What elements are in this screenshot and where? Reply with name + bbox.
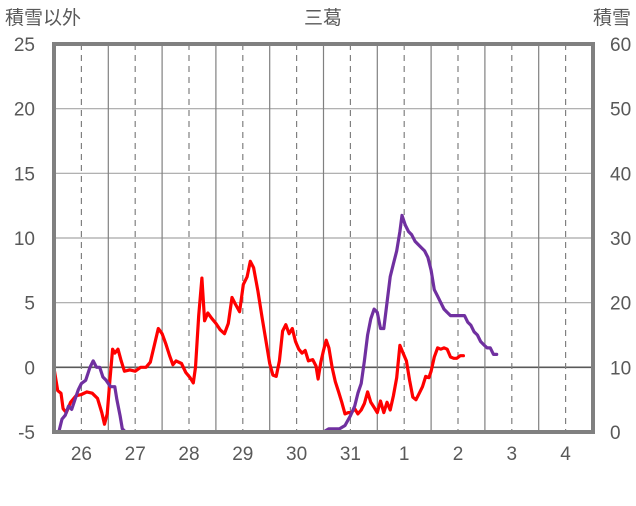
left-tick-label: 15 bbox=[14, 164, 35, 185]
x-tick-label: 27 bbox=[125, 444, 146, 465]
right-tick-label: 10 bbox=[610, 358, 631, 379]
x-tick-label: 30 bbox=[286, 444, 307, 465]
x-tick-label: 1 bbox=[399, 444, 410, 465]
right-axis-label: 積雪 bbox=[593, 7, 631, 29]
right-axis-ticks: 60 50 40 30 20 10 0 bbox=[610, 35, 631, 444]
x-tick-label: 2 bbox=[453, 444, 464, 465]
right-tick-label: 60 bbox=[610, 35, 631, 56]
right-tick-label: 0 bbox=[610, 423, 621, 444]
series-group bbox=[52, 213, 499, 434]
chart-title: 三葛 bbox=[304, 7, 342, 29]
left-axis-ticks: 25 20 15 10 5 0 -5 bbox=[14, 35, 35, 444]
right-tick-label: 40 bbox=[610, 164, 631, 185]
left-axis-label: 積雪以外 bbox=[5, 7, 81, 29]
plot-frame bbox=[52, 42, 595, 434]
x-tick-label: 3 bbox=[507, 444, 518, 465]
x-tick-label: 29 bbox=[232, 444, 253, 465]
right-tick-label: 20 bbox=[610, 294, 631, 315]
gridlines bbox=[54, 43, 593, 433]
left-tick-label: 20 bbox=[14, 100, 35, 121]
snow-depth-line bbox=[52, 213, 499, 434]
left-tick-label: 0 bbox=[24, 358, 35, 379]
x-axis-ticks: 26 27 28 29 30 31 1 2 3 4 bbox=[71, 444, 571, 465]
x-tick-label: 28 bbox=[178, 444, 199, 465]
left-tick-label: 10 bbox=[14, 229, 35, 250]
right-tick-label: 50 bbox=[610, 100, 631, 121]
left-tick-label: -5 bbox=[18, 423, 35, 444]
left-tick-label: 25 bbox=[14, 35, 35, 56]
other-series-line bbox=[52, 259, 465, 426]
x-tick-label: 4 bbox=[560, 444, 571, 465]
left-tick-label: 5 bbox=[24, 294, 35, 315]
right-tick-label: 30 bbox=[610, 229, 631, 250]
x-tick-label: 26 bbox=[71, 444, 92, 465]
x-tick-label: 31 bbox=[340, 444, 361, 465]
